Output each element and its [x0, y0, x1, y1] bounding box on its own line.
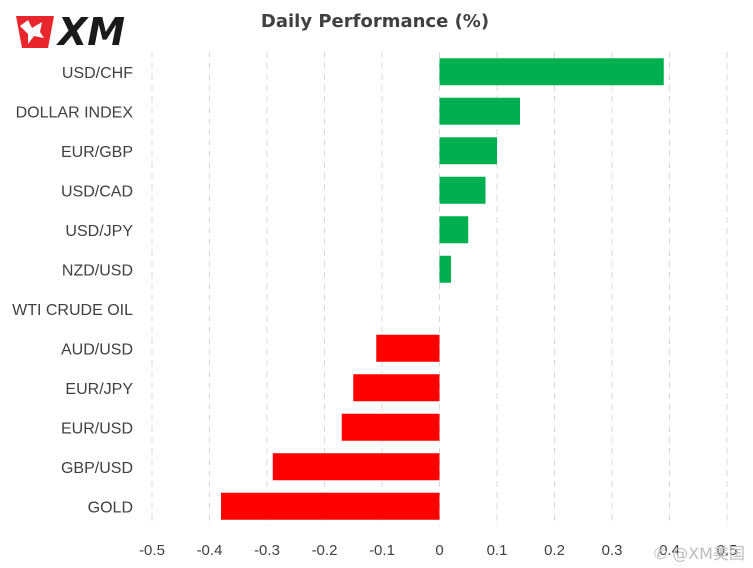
bars-layer [221, 58, 664, 520]
bar [439, 255, 451, 283]
bar [341, 413, 440, 441]
watermark-text: @XM美国 [672, 544, 745, 563]
bar [376, 334, 440, 362]
bar [221, 492, 440, 520]
category-label: GOLD [88, 499, 133, 516]
x-tick-label: -0.3 [254, 542, 280, 559]
watermark: ✆ @XM美国 [654, 540, 745, 564]
bar [272, 453, 440, 481]
category-label: DOLLAR INDEX [16, 104, 134, 121]
category-labels: USD/CHF DOLLAR INDEX EUR/GBP USD/CAD USD/JPY… [12, 65, 133, 517]
svg-text:XM: XM [56, 10, 125, 52]
category-label: GBP/USD [61, 460, 133, 477]
x-tick-label: -0.1 [369, 542, 395, 559]
x-axis-tick-labels: -0.5 -0.4 -0.3 -0.2 -0.1 0 0.1 0.2 0.3 0.4 0.5 [139, 542, 737, 559]
category-label: AUD/USD [61, 341, 133, 358]
x-tick-label: -0.4 [197, 542, 223, 559]
logo-mark-icon [16, 16, 54, 48]
xm-logo: XM [16, 10, 125, 52]
x-tick-label: -0.5 [139, 542, 165, 559]
bar [439, 97, 520, 125]
bar [439, 176, 486, 204]
bar [353, 374, 440, 402]
category-label: EUR/GBP [61, 144, 133, 161]
category-label: USD/CAD [61, 183, 133, 200]
x-tick-label: 0 [435, 542, 443, 559]
category-label: EUR/JPY [65, 381, 133, 398]
category-label: EUR/USD [61, 420, 133, 437]
bar [439, 58, 664, 86]
category-label: WTI CRUDE OIL [12, 302, 133, 319]
x-tick-label: 0.1 [487, 542, 508, 559]
x-tick-label: 0.4 [659, 542, 680, 559]
bar [439, 137, 497, 165]
category-label: USD/CHF [62, 65, 133, 82]
category-label: USD/JPY [65, 223, 133, 240]
x-tick-label: 0.5 [717, 542, 738, 559]
category-label: NZD/USD [62, 262, 133, 279]
bar [439, 216, 469, 244]
x-tick-label: -0.2 [312, 542, 338, 559]
x-tick-label: 0.2 [544, 542, 565, 559]
x-tick-label: 0.3 [602, 542, 623, 559]
chart-title: Daily Performance (%) [260, 11, 490, 32]
weibo-icon: ✆ [653, 544, 668, 563]
grid-layer [151, 52, 728, 526]
